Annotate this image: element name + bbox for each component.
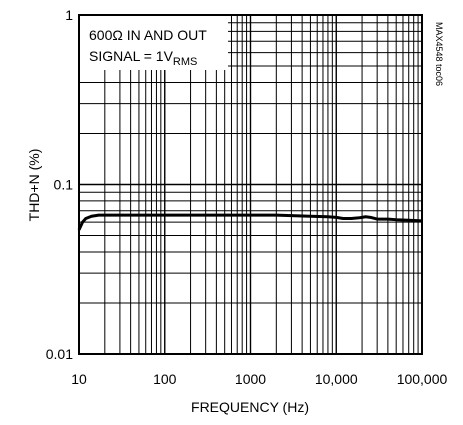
- x-tick-label: 10,000: [315, 371, 358, 387]
- y-axis-title: THD+N (%): [26, 149, 42, 222]
- y-tick-label: 0.01: [46, 346, 73, 362]
- x-axis-title: FREQUENCY (Hz): [191, 399, 309, 415]
- plot-frame: [78, 14, 423, 355]
- y-tick-label: 0.1: [54, 177, 74, 193]
- y-tick-label: 1: [65, 7, 73, 23]
- x-tick-label: 1000: [235, 371, 266, 387]
- x-tick-label: 100: [153, 371, 177, 387]
- x-tick-label: 10: [71, 371, 87, 387]
- figure-id: MAX4548 toc06: [434, 22, 444, 86]
- annotation-line-2-prefix: SIGNAL = 1V: [89, 48, 174, 64]
- series-line-0: [77, 213, 423, 231]
- annotation-box: [80, 16, 228, 70]
- series-layer: [77, 213, 423, 231]
- annotation-line-2-subscript: RMS: [173, 56, 197, 68]
- x-tick-label: 100,000: [397, 371, 448, 387]
- annotation-line-1: 600Ω IN AND OUT: [89, 27, 207, 43]
- annotation-line-2: SIGNAL = 1VRMS: [89, 48, 197, 68]
- grid-lines: [79, 15, 422, 354]
- tick-labels: 10 100 1000 10,000 100,000 0.01 0.1 1: [46, 7, 448, 387]
